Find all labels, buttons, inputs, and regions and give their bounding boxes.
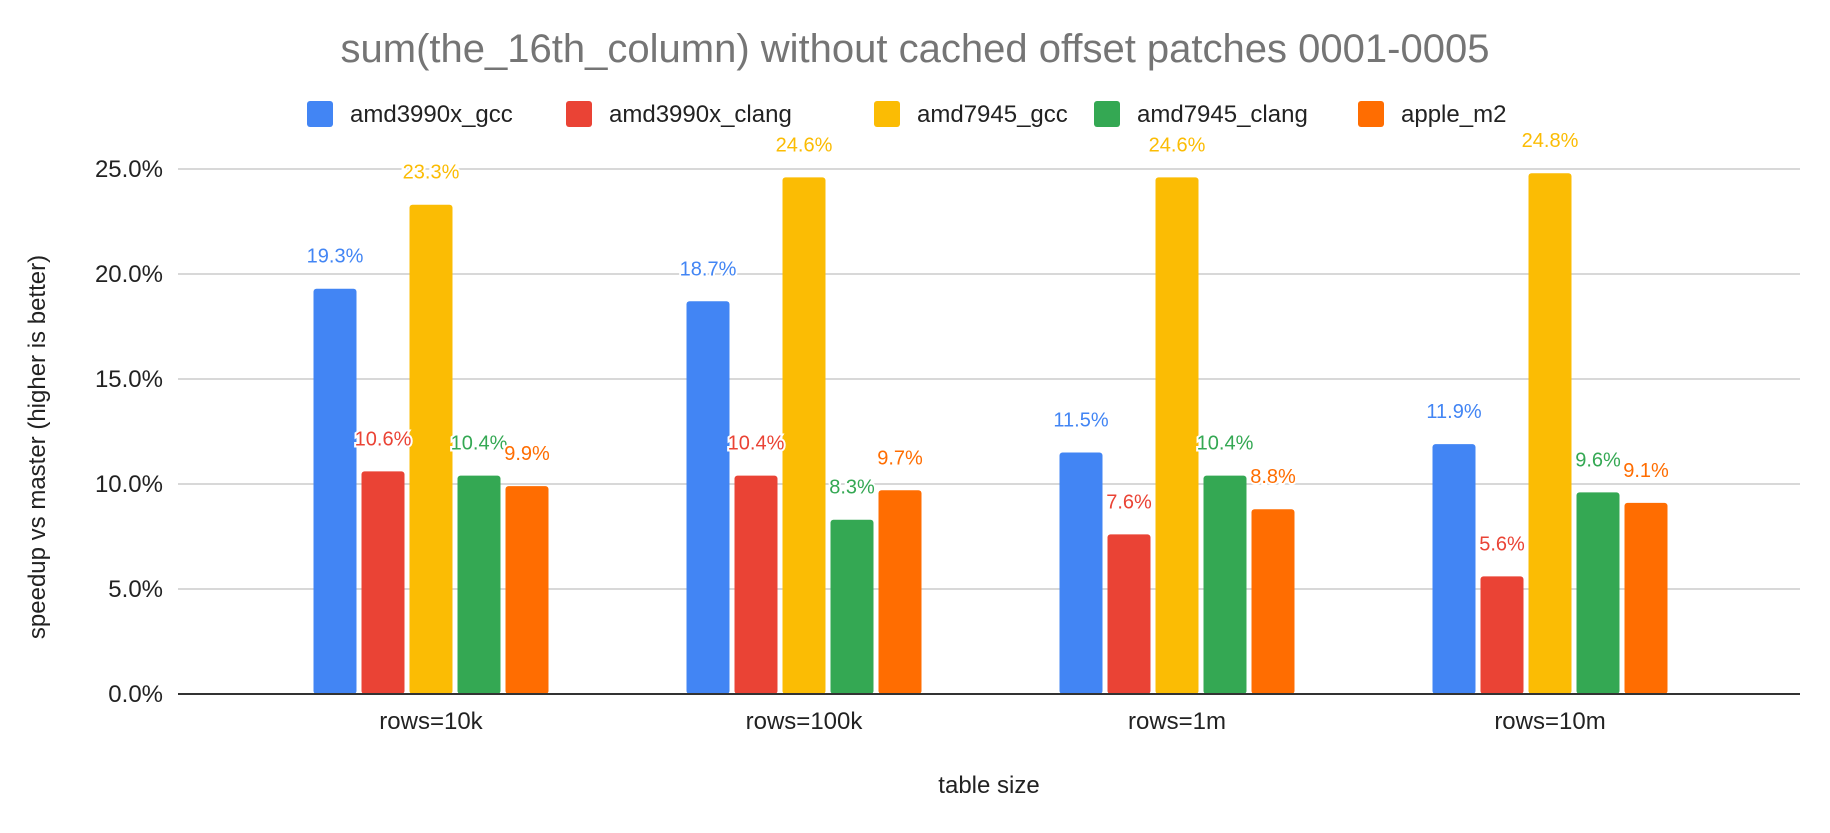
legend-swatch xyxy=(874,101,900,127)
chart-title: sum(the_16th_column) without cached offs… xyxy=(341,27,1490,71)
legend-label: amd7945_gcc xyxy=(917,101,1068,128)
bar-amd3990x_gcc xyxy=(1432,444,1476,694)
bar-amd3990x_gcc xyxy=(313,288,357,694)
legend-item-apple_m2: apple_m2 xyxy=(1358,101,1506,128)
y-tick-label: 15.0% xyxy=(95,366,163,393)
data-label-amd3990x_clang: 5.6% xyxy=(1479,533,1525,555)
data-label-amd7945_clang: 8.3% xyxy=(829,477,875,499)
x-axis-ticks: rows=10k rows=100k rows=1m rows=10m xyxy=(379,708,1605,735)
legend-swatch xyxy=(1358,101,1384,127)
bar-apple_m2 xyxy=(505,486,549,694)
bar-amd3990x_gcc xyxy=(686,301,730,694)
data-label-apple_m2: 9.9% xyxy=(504,443,550,465)
legend-label: amd3990x_clang xyxy=(609,101,792,128)
y-axis-label: speedup vs master (higher is better) xyxy=(24,255,51,639)
data-label-amd3990x_gcc: 19.3% xyxy=(307,246,364,268)
legend-item-amd3990x_gcc: amd3990x_gcc xyxy=(307,101,513,128)
x-tick-label: rows=10m xyxy=(1494,708,1605,735)
legend-swatch xyxy=(566,101,592,127)
x-tick-label: rows=100k xyxy=(746,708,864,735)
bar-apple_m2 xyxy=(1251,509,1295,694)
y-tick-label: 0.0% xyxy=(108,681,163,708)
data-label-amd3990x_clang: 10.6% xyxy=(355,428,412,450)
data-label-amd3990x_gcc: 11.9% xyxy=(1426,401,1481,423)
bar-amd7945_gcc xyxy=(782,177,826,694)
data-label-apple_m2: 9.7% xyxy=(877,447,923,469)
legend-swatch xyxy=(307,101,333,127)
bar-amd7945_clang xyxy=(1576,492,1620,694)
bar-amd7945_clang xyxy=(830,519,874,694)
bar-amd7945_gcc xyxy=(409,204,453,694)
data-label-amd7945_clang: 10.4% xyxy=(451,433,508,455)
legend-item-amd3990x_clang: amd3990x_clang xyxy=(566,101,792,128)
data-label-amd3990x_clang: 10.4% xyxy=(728,433,785,455)
data-labels: 19.3% 18.7% 11.5% 11.9% 10.6% 10.4% 7.6% 5.6% 23… xyxy=(305,128,1671,557)
bar-amd7945_gcc xyxy=(1155,177,1199,694)
bar-amd3990x_gcc xyxy=(1059,452,1103,694)
legend: amd3990x_gcc amd3990x_clang amd7945_gcc amd… xyxy=(307,101,1506,128)
y-tick-label: 5.0% xyxy=(108,576,163,603)
data-label-amd7945_clang: 9.6% xyxy=(1575,449,1621,471)
y-axis-ticks: 0.0% 5.0% 10.0% 15.0% 20.0% 25.0% xyxy=(95,156,163,708)
legend-item-amd7945_clang: amd7945_clang xyxy=(1094,101,1308,128)
y-tick-label: 20.0% xyxy=(95,261,163,288)
bars xyxy=(313,173,1668,694)
bar-amd3990x_clang xyxy=(734,475,778,694)
legend-swatch xyxy=(1094,101,1120,127)
bar-amd3990x_clang xyxy=(361,471,405,694)
x-axis-label: table size xyxy=(938,772,1039,799)
bar-amd3990x_clang xyxy=(1107,534,1151,694)
data-label-amd3990x_clang: 7.6% xyxy=(1106,491,1152,513)
data-label-amd7945_gcc: 24.6% xyxy=(776,134,833,156)
bar-amd3990x_clang xyxy=(1480,576,1524,694)
bar-apple_m2 xyxy=(1624,502,1668,694)
data-label-amd7945_gcc: 24.8% xyxy=(1522,130,1579,152)
data-label-amd7945_clang: 10.4% xyxy=(1197,433,1254,455)
legend-label: amd7945_clang xyxy=(1137,101,1308,128)
data-label-amd3990x_gcc: 11.5% xyxy=(1053,410,1108,432)
legend-label: apple_m2 xyxy=(1401,101,1506,128)
legend-item-amd7945_gcc: amd7945_gcc xyxy=(874,101,1068,128)
y-tick-label: 10.0% xyxy=(95,471,163,498)
x-tick-label: rows=10k xyxy=(379,708,483,735)
data-label-amd7945_gcc: 23.3% xyxy=(403,162,460,184)
x-tick-label: rows=1m xyxy=(1128,708,1226,735)
legend-label: amd3990x_gcc xyxy=(350,101,513,128)
data-label-amd3990x_gcc: 18.7% xyxy=(680,258,737,280)
y-tick-label: 25.0% xyxy=(95,156,163,183)
bar-amd7945_clang xyxy=(457,475,501,694)
bar-amd7945_gcc xyxy=(1528,173,1572,694)
data-label-apple_m2: 8.8% xyxy=(1250,466,1296,488)
bar-apple_m2 xyxy=(878,490,922,694)
data-label-amd7945_gcc: 24.6% xyxy=(1149,134,1206,156)
data-label-apple_m2: 9.1% xyxy=(1623,460,1669,482)
bar-amd7945_clang xyxy=(1203,475,1247,694)
